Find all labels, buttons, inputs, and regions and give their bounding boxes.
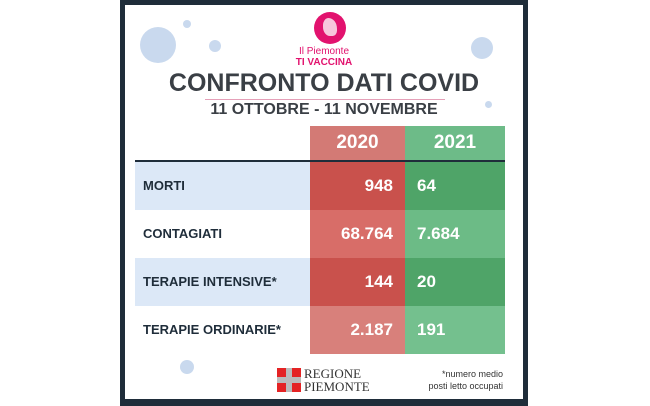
virus-icon [209, 40, 221, 52]
virus-icon [140, 27, 176, 63]
row-label: TERAPIE ORDINARIE* [143, 322, 281, 337]
table-row: MORTI 948 64 [135, 162, 505, 210]
regione-piemonte-logo-text: REGIONE PIEMONTE [304, 367, 370, 393]
footnote-line2: posti letto occupati [428, 381, 503, 391]
column-header-2020: 2020 [310, 126, 405, 160]
page-subtitle: 11 OTTOBRE - 11 NOVEMBRE [210, 101, 438, 118]
virus-icon [485, 101, 492, 108]
logo-line2: PIEMONTE [304, 379, 370, 394]
virus-icon [183, 20, 191, 28]
value-2020: 144 [310, 258, 405, 306]
footnote: *numero medio posti letto occupati [428, 368, 503, 392]
table-top-border [135, 160, 505, 162]
infographic: Il Piemonte TI VACCINA CONFRONTO DATI CO… [125, 5, 523, 399]
row-label: MORTI [135, 162, 310, 210]
brand-line1: Il Piemonte [298, 46, 350, 57]
table-row: CONTAGIATI 68.764 7.684 [135, 210, 505, 258]
table-row: TERAPIE INTENSIVE* 144 20 [135, 258, 505, 306]
piemonte-vaccina-logo [314, 12, 346, 44]
row-label: CONTAGIATI [143, 226, 222, 241]
column-header-2021: 2021 [405, 126, 505, 160]
table-row: TERAPIE ORDINARIE* 2.187 191 [135, 306, 505, 354]
value-2020: 2.187 [310, 306, 405, 354]
value-2021: 191 [405, 306, 505, 354]
row-label: TERAPIE INTENSIVE* [135, 258, 310, 306]
virus-icon [180, 360, 194, 374]
value-2021: 20 [405, 258, 505, 306]
logo-line1: REGIONE [304, 366, 362, 381]
value-2020: 68.764 [310, 210, 405, 258]
value-2021: 7.684 [405, 210, 505, 258]
regione-piemonte-crest-icon [277, 368, 301, 392]
footnote-line1: *numero medio [441, 369, 503, 379]
brand-line2: TI VACCINA [295, 57, 353, 68]
virus-icon [471, 37, 493, 59]
title-divider [205, 99, 445, 100]
value-2021: 64 [405, 162, 505, 210]
page-title: CONFRONTO DATI COVID [168, 69, 480, 97]
value-2020: 948 [310, 162, 405, 210]
